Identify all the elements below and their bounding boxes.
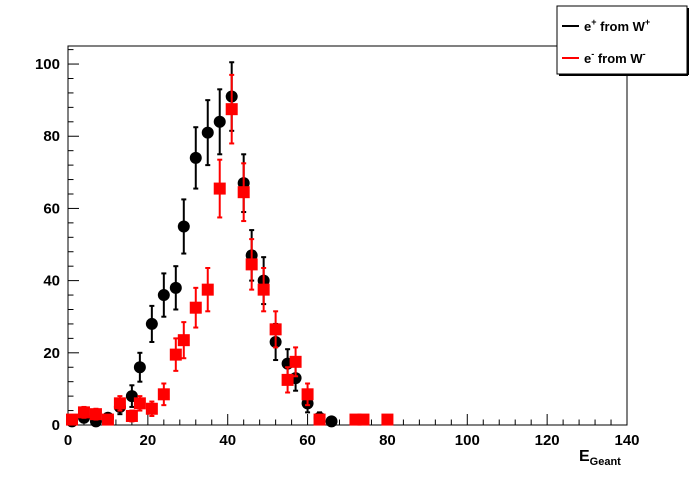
data-point [301, 388, 314, 401]
data-point [101, 413, 114, 426]
data-point [145, 317, 158, 330]
legend-label: e- from W- [584, 49, 646, 66]
data-point [113, 397, 126, 410]
data-point [201, 126, 214, 139]
data-point [237, 186, 250, 199]
y-axis: 0 20 40 60 80 100 [35, 49, 79, 434]
data-series [65, 61, 394, 428]
y-tick-label: 0 [52, 417, 60, 434]
x-axis-title: EGeant [579, 448, 621, 468]
plot-frame [67, 45, 628, 426]
data-point [225, 103, 238, 116]
legend-item-1: e+ from W+ [562, 17, 650, 34]
data-point [189, 151, 202, 164]
x-tick-label: 140 [614, 432, 639, 449]
data-point [281, 373, 294, 386]
data-point [177, 220, 190, 233]
data-point [289, 355, 302, 368]
data-point [269, 323, 282, 336]
data-point [189, 301, 202, 314]
data-point [169, 348, 182, 361]
data-point [77, 406, 90, 419]
x-tick-label: 120 [535, 432, 560, 449]
x-tick-label: 60 [299, 432, 316, 449]
y-tick-label: 80 [43, 128, 60, 145]
legend-item-2: e- from W- [562, 49, 646, 66]
data-point [213, 115, 226, 128]
data-point [257, 283, 270, 296]
data-point [357, 413, 370, 426]
data-point [169, 281, 182, 294]
data-point [157, 388, 170, 401]
data-point [177, 334, 190, 347]
x-axis-label: EGeant [579, 448, 621, 468]
x-tick-label: 20 [140, 432, 157, 449]
legend-label: e+ from W+ [584, 17, 650, 34]
data-point [133, 397, 146, 410]
data-point [313, 413, 326, 426]
series-1 [65, 61, 338, 428]
y-tick-label: 40 [43, 273, 60, 290]
plot-area-border [67, 45, 628, 426]
data-point [213, 182, 226, 195]
x-tick-label: 40 [219, 432, 236, 449]
data-point [125, 409, 138, 422]
data-point [325, 415, 338, 428]
data-point [245, 258, 258, 271]
y-tick-label: 60 [43, 200, 60, 217]
data-point [157, 289, 170, 302]
y-tick-label: 100 [35, 56, 60, 73]
data-point [381, 413, 394, 426]
y-tick-label: 20 [43, 345, 60, 362]
legend: e+ from W+ e- from W- [556, 5, 689, 76]
data-point [89, 408, 102, 421]
legend-box [556, 5, 688, 75]
data-point [65, 413, 78, 426]
data-point [145, 402, 158, 415]
x-axis: 0 20 40 60 80 100 120 140 [64, 414, 640, 449]
x-tick-label: 0 [64, 432, 72, 449]
data-point [133, 361, 146, 374]
x-tick-label: 100 [455, 432, 480, 449]
data-point [201, 283, 214, 296]
series-2 [65, 73, 394, 426]
x-tick-label: 80 [379, 432, 396, 449]
